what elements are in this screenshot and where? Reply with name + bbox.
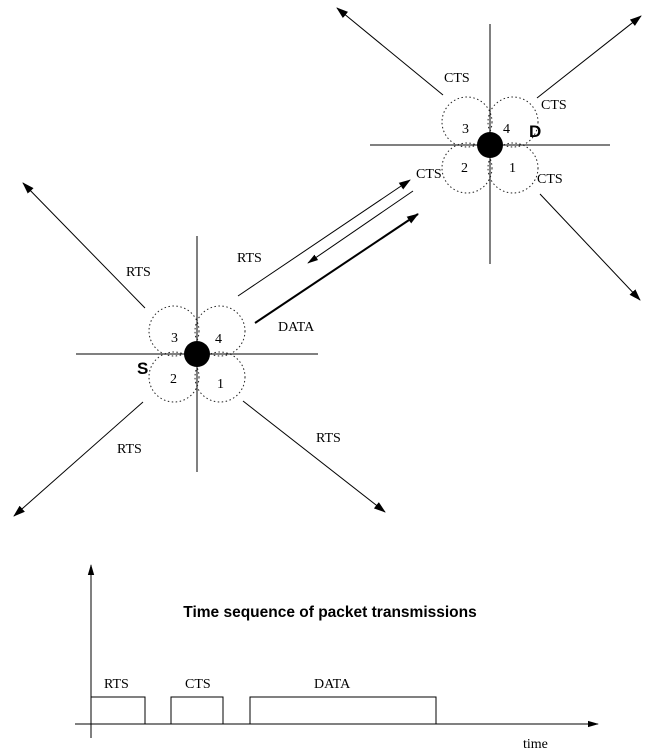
destination-node-label: D xyxy=(529,122,541,141)
source-sector-1-label: 1 xyxy=(217,377,224,392)
source-rts-arrow-sw xyxy=(13,401,144,517)
source-rts-label-sw: RTS xyxy=(117,442,142,457)
destination-sector-1-lobe xyxy=(487,142,539,194)
link-group: RTS DATA xyxy=(237,179,419,335)
data-link-arrow xyxy=(254,213,419,324)
destination-sector-2-lobe xyxy=(441,142,493,194)
timeline-title: Time sequence of packet transmissions xyxy=(183,604,476,621)
source-sector-4-label: 4 xyxy=(215,332,222,347)
rts-link-arrow xyxy=(237,179,411,297)
source-sector-3-lobe xyxy=(148,305,200,357)
destination-sector-3-lobe xyxy=(441,96,493,148)
source-sector-2-lobe xyxy=(148,351,200,403)
destination-sector-1-label: 1 xyxy=(509,161,516,176)
source-node-label: S xyxy=(137,359,148,378)
source-rts-label-nw: RTS xyxy=(126,265,151,280)
source-sector-3-label: 3 xyxy=(171,331,178,346)
destination-cts-label-ne: CTS xyxy=(541,98,567,113)
source-node-group: 3 4 2 1 S RTS RTS RTS xyxy=(13,182,386,517)
timeline-group: Time sequence of packet transmissions RT… xyxy=(75,564,599,752)
source-sector-2-label: 2 xyxy=(170,372,177,387)
destination-cts-label-sw: CTS xyxy=(416,167,442,182)
data-packet-label: DATA xyxy=(314,677,351,692)
destination-sector-4-lobe xyxy=(487,96,539,148)
source-rts-arrow-se xyxy=(242,400,386,513)
destination-sector-2-label: 2 xyxy=(461,161,468,176)
destination-sector-4-label: 4 xyxy=(503,122,510,137)
cts-return-arrow xyxy=(307,190,414,264)
destination-node-dot xyxy=(477,132,503,158)
destination-cts-label-nw: CTS xyxy=(444,71,470,86)
cts-packet-label: CTS xyxy=(185,677,211,692)
data-link-label: DATA xyxy=(278,320,315,335)
destination-node-group: 3 4 2 1 D CTS CTS CTS CTS xyxy=(336,7,642,301)
destination-cts-arrow-ne xyxy=(536,15,642,99)
destination-cts-label-se: CTS xyxy=(537,172,563,187)
source-rts-arrow-nw xyxy=(22,182,146,309)
rts-packet-label: RTS xyxy=(104,677,129,692)
source-sector-4-lobe xyxy=(194,305,246,357)
timeline-axis-label: time xyxy=(523,737,548,752)
destination-cts-arrow-se xyxy=(539,193,641,301)
rts-link-label: RTS xyxy=(237,251,262,266)
destination-sector-3-label: 3 xyxy=(462,122,469,137)
rts-packet-box xyxy=(90,696,146,725)
data-packet-box xyxy=(249,696,437,725)
cts-packet-box xyxy=(170,696,224,725)
destination-cts-arrow-nw xyxy=(336,7,444,96)
source-node-dot xyxy=(184,341,210,367)
source-sector-1-lobe xyxy=(194,351,246,403)
source-rts-label-se: RTS xyxy=(316,431,341,446)
